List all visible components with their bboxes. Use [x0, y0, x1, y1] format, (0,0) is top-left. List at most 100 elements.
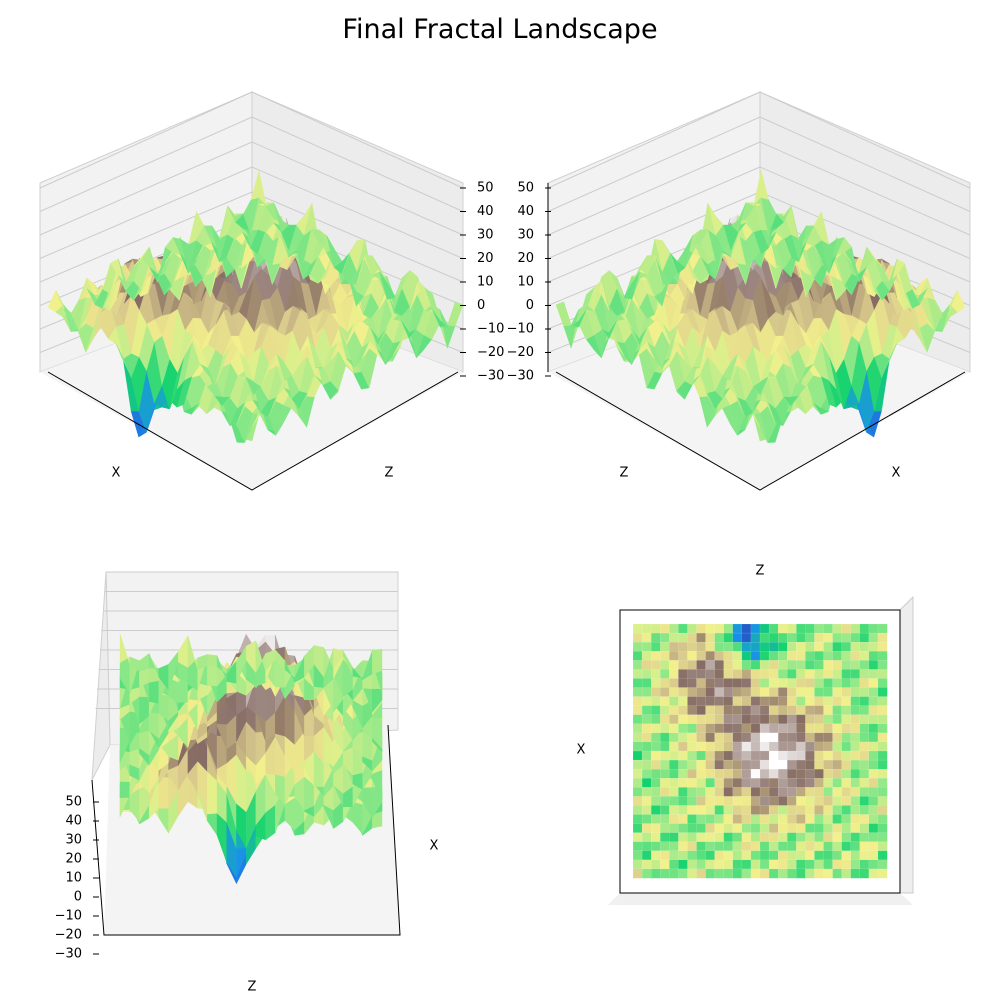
- heatmap-cell: [641, 723, 652, 734]
- heatmap-cell: [823, 768, 834, 779]
- heatmap-cell: [814, 850, 824, 861]
- heatmap-cell: [632, 714, 643, 725]
- heatmap-cell: [723, 768, 734, 779]
- heatmap-cell: [696, 696, 707, 707]
- heatmap-cell: [759, 759, 770, 770]
- heatmap-cell: [714, 805, 725, 815]
- figure-title: Final Fractal Landscape: [342, 14, 658, 45]
- heatmap-cell: [732, 823, 743, 834]
- heatmap-cell: [714, 632, 725, 643]
- gridline: [39, 166, 253, 259]
- gridline: [251, 116, 464, 212]
- heatmap-cell: [768, 732, 779, 743]
- heatmap-cell: [859, 814, 870, 825]
- heatmap-cell: [705, 678, 716, 688]
- heatmap-cell: [796, 714, 806, 725]
- heatmap-cell: [787, 805, 797, 815]
- heatmap-cell: [823, 805, 834, 815]
- heatmap-cell: [714, 687, 725, 698]
- heatmap-cell: [841, 714, 852, 725]
- heatmap-cell: [877, 750, 888, 761]
- heatmap-cell: [705, 868, 716, 879]
- heatmap-cell: [841, 632, 852, 643]
- heatmap-cell: [859, 714, 870, 725]
- heatmap-cell: [741, 660, 752, 670]
- z-tick-label: −20: [55, 928, 82, 943]
- heatmap-cell: [714, 741, 725, 752]
- heatmap-cell: [660, 814, 670, 825]
- heatmap-cell: [832, 705, 843, 716]
- heatmap-cell: [696, 641, 707, 652]
- heatmap-cell: [768, 805, 779, 815]
- heatmap-cell: [696, 805, 707, 815]
- heatmap-cell: [868, 787, 879, 797]
- heatmap-cell: [687, 705, 697, 716]
- heatmap-cell: [859, 687, 870, 698]
- heatmap-cell: [832, 651, 843, 661]
- heatmap-cell: [678, 696, 688, 707]
- heatmap-cell: [650, 841, 661, 852]
- heatmap-cell: [632, 868, 643, 879]
- heatmap-cell: [741, 850, 752, 861]
- heatmap-cell: [641, 868, 652, 879]
- heatmap-cell: [705, 723, 716, 734]
- heatmap-cell: [705, 623, 716, 634]
- heatmap-cell: [750, 641, 761, 652]
- heatmap-cell: [841, 696, 852, 707]
- heatmap-cell: [832, 687, 843, 698]
- heatmap-cell: [814, 623, 824, 634]
- heatmap-cell: [787, 723, 797, 734]
- heatmap-cell: [832, 868, 843, 879]
- heatmap-cell: [777, 660, 788, 670]
- heatmap-cell: [868, 632, 879, 643]
- heatmap-cell: [714, 750, 725, 761]
- heatmap-cell: [823, 868, 834, 879]
- heatmap-cell: [750, 868, 761, 879]
- heatmap-cell: [678, 669, 688, 679]
- heatmap-cell: [632, 750, 643, 761]
- heatmap-cell: [768, 814, 779, 825]
- heatmap-cell: [768, 832, 779, 843]
- heatmap-cell: [669, 641, 679, 652]
- z-tick-label: 0: [74, 890, 82, 905]
- heatmap-cell: [796, 805, 806, 815]
- heatmap-cell: [850, 669, 861, 679]
- heatmap-cell: [687, 641, 697, 652]
- heatmap-cell: [841, 741, 852, 752]
- heatmap-cell: [823, 632, 834, 643]
- heatmap-cell: [759, 641, 770, 652]
- heatmap-cell: [850, 723, 861, 734]
- back-wall-right: [91, 571, 111, 781]
- heatmap-cell: [814, 796, 824, 806]
- heatmap-cell: [723, 732, 734, 743]
- z-tick-label: −30: [55, 947, 82, 962]
- heatmap-cell: [714, 841, 725, 852]
- heatmap-cell: [741, 768, 752, 779]
- surface-facet: [372, 648, 383, 675]
- heatmap-cell: [641, 632, 652, 643]
- heatmap-cell: [805, 651, 815, 661]
- heatmap-cell: [868, 841, 879, 852]
- heatmap-cell: [859, 787, 870, 797]
- heatmap-cell: [741, 705, 752, 716]
- heatmap-cell: [678, 805, 688, 815]
- bottom-pane: [608, 893, 913, 905]
- gridline: [251, 191, 464, 283]
- heatmap-cell: [805, 641, 815, 652]
- heatmap-cell: [877, 850, 888, 861]
- heatmap-cell: [732, 723, 743, 734]
- heatmap-cell: [787, 632, 797, 643]
- heatmap-cell: [723, 723, 734, 734]
- heatmap-cell: [696, 823, 707, 834]
- heatmap-cell: [741, 814, 752, 825]
- heatmap-cell: [750, 669, 761, 679]
- z-tick-label: 30: [65, 833, 82, 848]
- gridline: [251, 166, 464, 259]
- heatmap-cell: [696, 778, 707, 788]
- heatmap-cell: [868, 796, 879, 806]
- heatmap-cell: [759, 859, 770, 870]
- heatmap-cell: [759, 814, 770, 825]
- heatmap-cell: [732, 814, 743, 825]
- heatmap-cell: [759, 796, 770, 806]
- heatmap-cell: [669, 859, 679, 870]
